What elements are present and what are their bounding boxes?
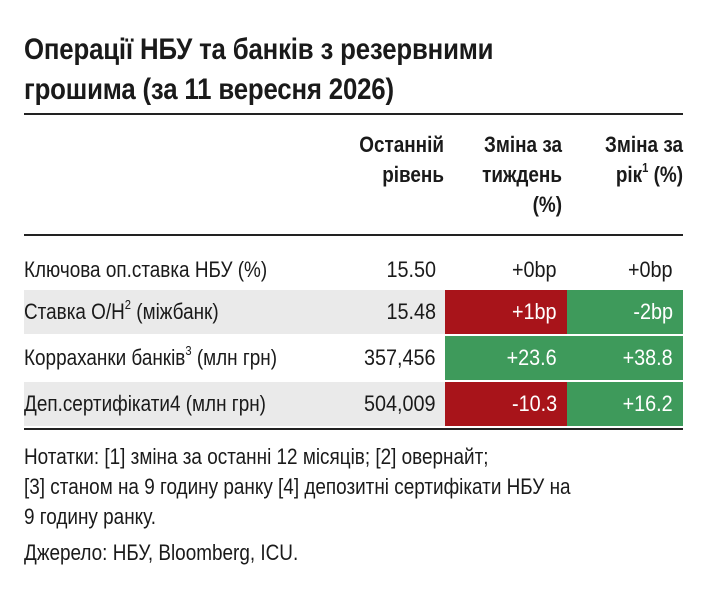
footnote-line: 9 годину ранку. (24, 504, 156, 529)
yearly-change-value: +38.8 (567, 336, 683, 380)
weekly-change-value: -10.3 (445, 382, 567, 426)
row-label: Ключова оп.ставка НБУ (%) (24, 257, 268, 282)
table-title: Операції НБУ та банків з резервними грош… (24, 30, 596, 110)
weekly-change-value: +0bp (512, 257, 557, 282)
last-level-value: 15.48 (386, 299, 436, 324)
yearly-change-value: +16.2 (567, 382, 683, 426)
source-note: Джерело: НБУ, Bloomberg, ICU. (24, 540, 299, 565)
row-label: Ставка О/Н2 (міжбанк) (24, 296, 219, 324)
table-bottom-rule (24, 428, 683, 430)
table-row: Деп.сертифікати4 (млн грн) 504,009 -10.3… (24, 382, 683, 426)
header-yearly-change: Зміна за рік1 (%) (605, 132, 683, 187)
weekly-change-value: +1bp (445, 290, 567, 334)
title-line-2: грошима (за 11 вересня 2026) (24, 73, 394, 106)
title-line-1: Операції НБУ та банків з резервними (24, 33, 494, 66)
table-row: Ставка О/Н2 (міжбанк) 15.48 +1bp -2bp (24, 290, 683, 334)
title-rule (24, 113, 683, 115)
last-level-value: 15.50 (386, 257, 436, 282)
footnote-line: Нотатки: [1] зміна за останні 12 місяців… (24, 444, 489, 469)
last-level-value: 357,456 (364, 345, 436, 370)
header-last-level: Останній рівень (359, 132, 444, 187)
footnote-line: [3] станом на 9 годину ранку [4] депозит… (24, 474, 571, 499)
header-rule (24, 234, 683, 236)
header-weekly-change: Зміна за тиждень (%) (482, 132, 562, 217)
yearly-change-value: +0bp (628, 257, 673, 282)
row-label: Корраханки банків3 (млн грн) (24, 342, 278, 370)
last-level-value: 504,009 (364, 391, 436, 416)
table-row: Корраханки банків3 (млн грн) 357,456 +23… (24, 336, 683, 380)
row-label: Деп.сертифікати4 (млн грн) (24, 391, 266, 416)
weekly-change-value: +23.6 (445, 336, 567, 380)
footnotes: Нотатки: [1] зміна за останні 12 місяців… (24, 442, 660, 532)
table-row: Ключова оп.ставка НБУ (%) 15.50 +0bp +0b… (24, 248, 683, 292)
yearly-change-value: -2bp (567, 290, 683, 334)
